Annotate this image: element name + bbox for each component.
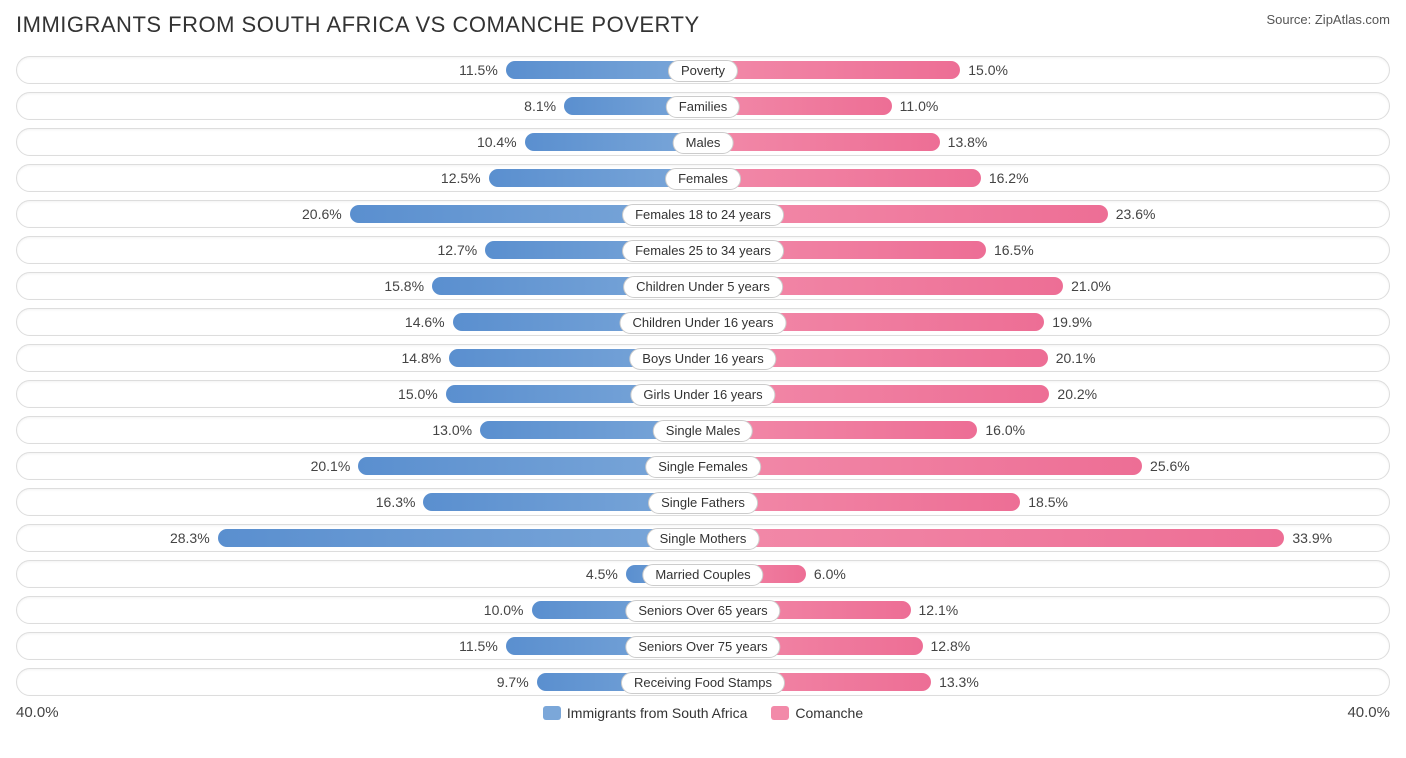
- axis-left-max: 40.0%: [16, 704, 59, 721]
- value-label-right: 33.9%: [1284, 525, 1332, 553]
- legend-swatch-left: [543, 706, 561, 720]
- category-label: Females: [665, 168, 741, 190]
- chart-row: 12.5% 16.2% Females: [16, 164, 1390, 192]
- category-label: Single Females: [645, 456, 761, 478]
- value-label-right: 11.0%: [892, 93, 939, 121]
- chart-row: 20.1% 25.6% Single Females: [16, 452, 1390, 480]
- category-label: Single Fathers: [648, 492, 758, 514]
- value-label-right: 16.0%: [977, 417, 1025, 445]
- chart-row: 10.4% 13.8% Males: [16, 128, 1390, 156]
- value-label-left: 9.7%: [497, 669, 537, 697]
- value-label-right: 18.5%: [1020, 489, 1068, 517]
- category-label: Seniors Over 75 years: [625, 636, 780, 658]
- value-label-right: 25.6%: [1142, 453, 1190, 481]
- value-label-right: 6.0%: [806, 561, 846, 589]
- source-attribution: Source: ZipAtlas.com: [1266, 12, 1390, 27]
- category-label: Receiving Food Stamps: [621, 672, 785, 694]
- value-label-left: 14.6%: [405, 309, 453, 337]
- value-label-left: 15.8%: [384, 273, 432, 301]
- value-label-left: 14.8%: [401, 345, 449, 373]
- value-label-left: 15.0%: [398, 381, 446, 409]
- legend-item-right: Comanche: [771, 705, 863, 721]
- value-label-left: 12.5%: [441, 165, 489, 193]
- diverging-bar-chart: 11.5%15.0%Poverty8.1%11.0%Families10.4%1…: [16, 56, 1390, 696]
- bar-right: [703, 169, 981, 187]
- legend-swatch-right: [771, 706, 789, 720]
- value-label-left: 11.5%: [459, 633, 506, 661]
- value-label-right: 16.5%: [986, 237, 1034, 265]
- bar-left: [218, 529, 703, 547]
- value-label-left: 13.0%: [432, 417, 480, 445]
- category-label: Single Mothers: [647, 528, 760, 550]
- chart-row: 12.7% 16.5% Females 25 to 34 years: [16, 236, 1390, 264]
- chart-row: 14.8% 20.1% Boys Under 16 years: [16, 344, 1390, 372]
- bar-right: [703, 61, 960, 79]
- axis-right-max: 40.0%: [1347, 704, 1390, 721]
- legend-item-left: Immigrants from South Africa: [543, 705, 748, 721]
- bar-right: [703, 529, 1284, 547]
- category-label: Males: [673, 132, 734, 154]
- chart-row: 15.0% 20.2% Girls Under 16 years: [16, 380, 1390, 408]
- source-prefix: Source:: [1266, 12, 1314, 27]
- chart-row: 28.3% 33.9% Single Mothers: [16, 524, 1390, 552]
- value-label-left: 10.0%: [484, 597, 532, 625]
- category-label: Girls Under 16 years: [630, 384, 775, 406]
- category-label: Families: [666, 96, 740, 118]
- chart-row: 10.0% 12.1% Seniors Over 65 years: [16, 596, 1390, 624]
- value-label-left: 20.1%: [311, 453, 359, 481]
- value-label-left: 8.1%: [524, 93, 564, 121]
- category-label: Married Couples: [642, 564, 763, 586]
- chart-header: Immigrants from South Africa vs Comanche…: [16, 12, 1390, 38]
- value-label-left: 10.4%: [477, 129, 525, 157]
- category-label: Females 18 to 24 years: [622, 204, 784, 226]
- category-label: Poverty: [668, 60, 738, 82]
- chart-row: 20.6% 23.6% Females 18 to 24 years: [16, 200, 1390, 228]
- value-label-right: 20.1%: [1048, 345, 1096, 373]
- category-label: Boys Under 16 years: [629, 348, 776, 370]
- bar-right: [703, 457, 1142, 475]
- legend: Immigrants from South Africa Comanche: [543, 705, 863, 721]
- chart-row: 11.5% 15.0% Poverty: [16, 56, 1390, 84]
- chart-title: Immigrants from South Africa vs Comanche…: [16, 12, 700, 38]
- category-label: Single Males: [653, 420, 753, 442]
- category-label: Children Under 16 years: [620, 312, 787, 334]
- value-label-right: 13.3%: [931, 669, 979, 697]
- value-label-right: 12.1%: [911, 597, 959, 625]
- category-label: Seniors Over 65 years: [625, 600, 780, 622]
- chart-row: 4.5% 6.0% Married Couples: [16, 560, 1390, 588]
- value-label-right: 21.0%: [1063, 273, 1111, 301]
- chart-row: 15.8% 21.0% Children Under 5 years: [16, 272, 1390, 300]
- chart-row: 13.0% 16.0% Single Males: [16, 416, 1390, 444]
- value-label-right: 16.2%: [981, 165, 1029, 193]
- category-label: Females 25 to 34 years: [622, 240, 784, 262]
- value-label-left: 12.7%: [438, 237, 486, 265]
- chart-row: 8.1% 11.0% Families: [16, 92, 1390, 120]
- source-name: ZipAtlas.com: [1315, 12, 1390, 27]
- chart-row: 11.5% 12.8% Seniors Over 75 years: [16, 632, 1390, 660]
- value-label-right: 20.2%: [1049, 381, 1097, 409]
- chart-row: 14.6% 19.9% Children Under 16 years: [16, 308, 1390, 336]
- value-label-left: 20.6%: [302, 201, 350, 229]
- value-label-right: 12.8%: [923, 633, 971, 661]
- value-label-left: 4.5%: [586, 561, 626, 589]
- chart-row: 9.7% 13.3% Receiving Food Stamps: [16, 668, 1390, 696]
- value-label-right: 19.9%: [1044, 309, 1092, 337]
- bar-right: [703, 133, 940, 151]
- chart-row: 16.3% 18.5% Single Fathers: [16, 488, 1390, 516]
- value-label-left: 11.5%: [459, 57, 506, 85]
- legend-label-left: Immigrants from South Africa: [567, 705, 748, 721]
- legend-label-right: Comanche: [795, 705, 863, 721]
- value-label-left: 16.3%: [376, 489, 424, 517]
- value-label-left: 28.3%: [170, 525, 218, 553]
- category-label: Children Under 5 years: [623, 276, 783, 298]
- value-label-right: 23.6%: [1108, 201, 1156, 229]
- axis-footer: 40.0% Immigrants from South Africa Coman…: [16, 704, 1390, 721]
- value-label-right: 13.8%: [940, 129, 988, 157]
- value-label-right: 15.0%: [960, 57, 1008, 85]
